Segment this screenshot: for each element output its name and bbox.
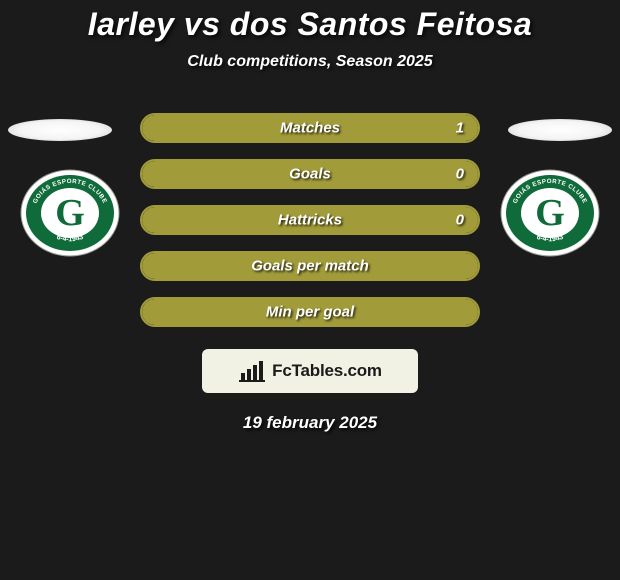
snapshot-date: 19 february 2025 <box>0 413 620 433</box>
stat-bar-min_per_goal: Min per goal <box>140 297 480 327</box>
page-title: Iarley vs dos Santos Feitosa <box>0 6 620 43</box>
brand-box: FcTables.com <box>202 349 418 393</box>
stat-bar-fill <box>142 299 478 325</box>
svg-text:G: G <box>55 192 85 234</box>
stat-bar-goals: Goals0 <box>140 159 480 189</box>
player-avatar-left <box>8 119 112 141</box>
player-avatar-right <box>508 119 612 141</box>
stat-bar-fill <box>142 115 478 141</box>
stat-bar-goals_per_match: Goals per match <box>140 251 480 281</box>
stat-bar-fill <box>142 161 478 187</box>
club-badge-right: GGOIÁS ESPORTE CLUBE6-4-1943 <box>500 169 600 257</box>
comparison-layout: GGOIÁS ESPORTE CLUBE6-4-1943 GGOIÁS ESPO… <box>0 99 620 339</box>
stat-bar-matches: Matches1 <box>140 113 480 143</box>
stat-bar-fill <box>142 207 478 233</box>
bar-chart-icon <box>238 359 268 383</box>
stat-bar-hattricks: Hattricks0 <box>140 205 480 235</box>
brand-text: FcTables.com <box>272 361 382 381</box>
stats-bars: Matches1 Goals0 Hattricks0 Goals per match M… <box>140 113 480 343</box>
svg-text:G: G <box>535 192 565 234</box>
club-badge-left: GGOIÁS ESPORTE CLUBE6-4-1943 <box>20 169 120 257</box>
stat-bar-fill <box>142 253 478 279</box>
h2h-infographic: Iarley vs dos Santos Feitosa Club compet… <box>0 0 620 580</box>
page-subtitle: Club competitions, Season 2025 <box>0 53 620 71</box>
